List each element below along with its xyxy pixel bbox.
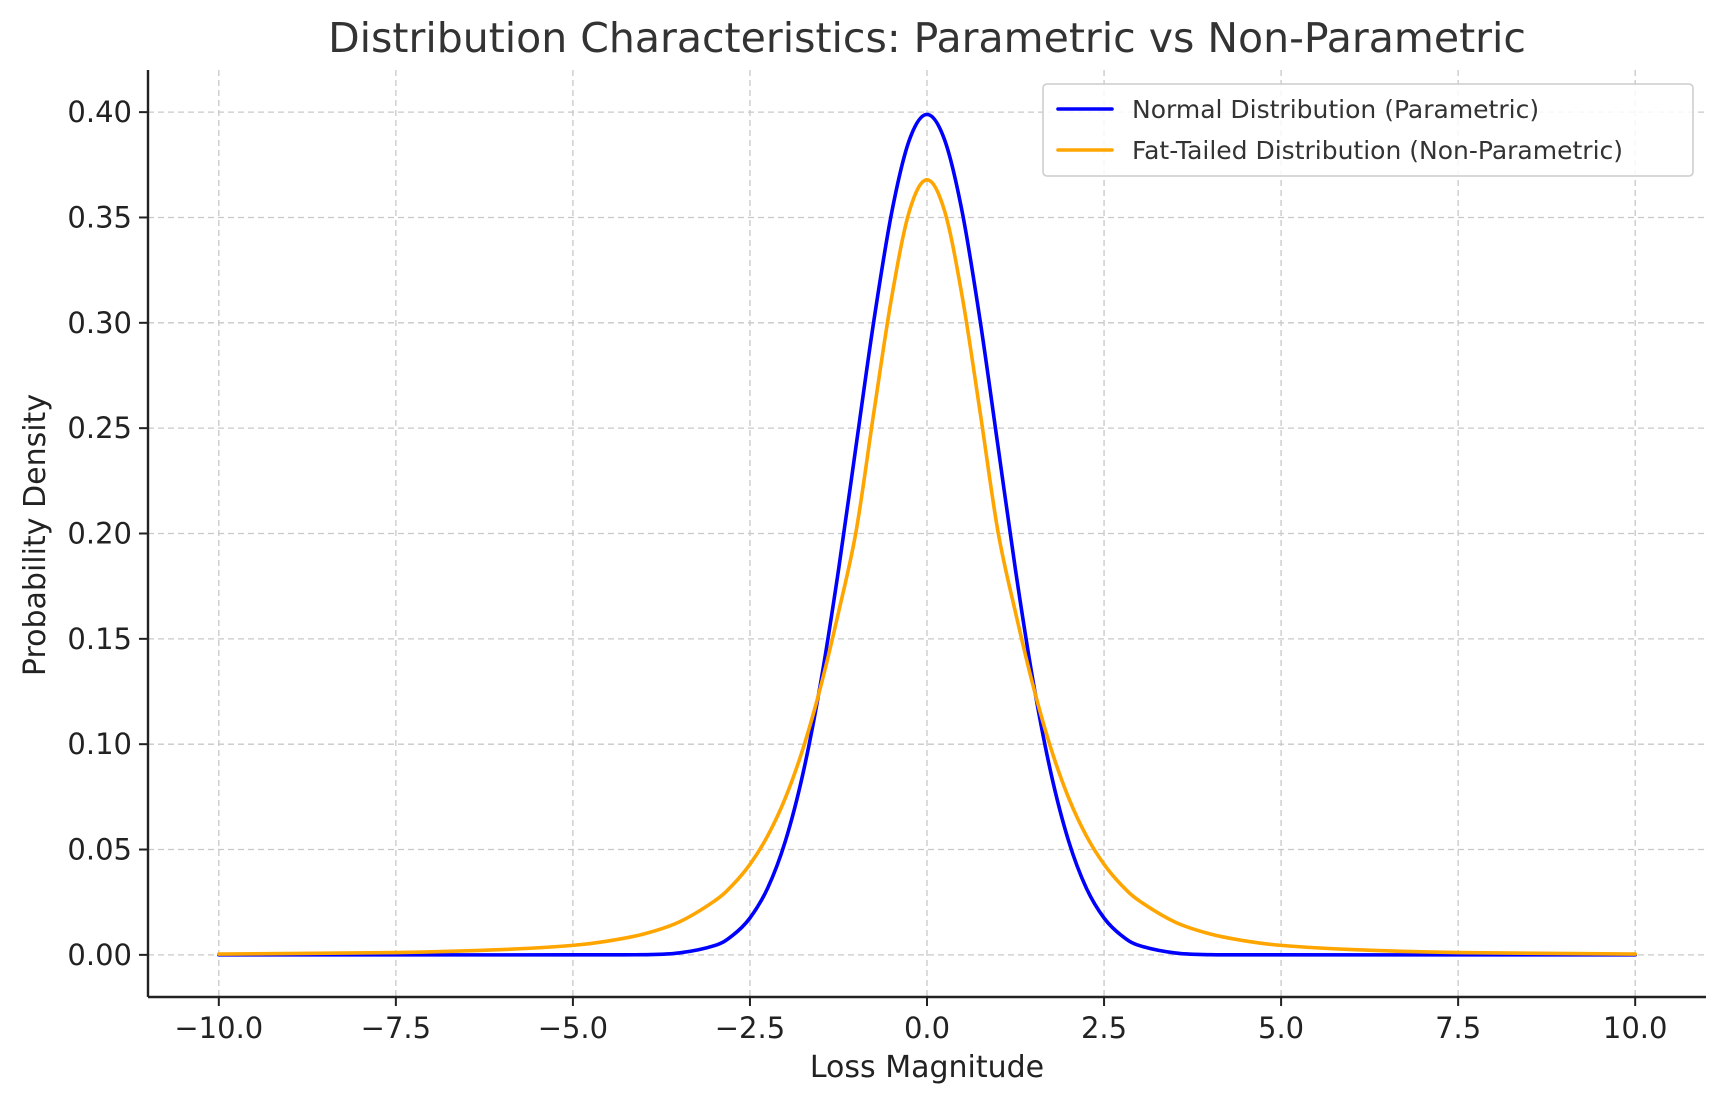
x-axis-label: Loss Magnitude (810, 1050, 1044, 1085)
chart-title: Distribution Characteristics: Parametric… (328, 14, 1526, 62)
y-tick-label: 0.20 (67, 517, 132, 551)
y-tick-label: 0.05 (67, 833, 132, 867)
x-tick-label: −5.0 (538, 1011, 608, 1045)
y-tick-label: 0.15 (67, 622, 132, 656)
legend-box (1042, 83, 1694, 177)
y-tick-label: 0.00 (67, 938, 132, 972)
x-tick-label: 2.5 (1081, 1011, 1127, 1045)
y-tick-label: 0.25 (67, 411, 132, 445)
x-ticks: −10.0 −7.5 −5.0 −2.5 0.0 2.5 5.0 7.5 10.0 (174, 997, 1667, 1045)
y-ticks: 0.00 0.05 0.10 0.15 0.20 0.25 0.30 0.35 0.40 (67, 95, 148, 972)
x-tick-label: −10.0 (174, 1011, 263, 1045)
x-tick-label: 0.0 (904, 1011, 950, 1045)
y-tick-label: 0.40 (67, 95, 132, 129)
x-tick-label: 5.0 (1258, 1011, 1304, 1045)
y-tick-label: 0.30 (67, 306, 132, 340)
y-axis-label: Probability Density (18, 394, 53, 676)
legend-label-fat-tailed: Fat-Tailed Distribution (Non-Parametric) (1132, 136, 1623, 165)
series-lines (217, 112, 1637, 957)
grid-lines (148, 70, 1706, 997)
legend-label-normal: Normal Distribution (Parametric) (1132, 95, 1539, 124)
y-tick-label: 0.35 (67, 200, 132, 234)
x-tick-label: −7.5 (361, 1011, 431, 1045)
series-line-normal (217, 112, 1637, 957)
x-tick-label: 10.0 (1603, 1011, 1668, 1045)
legend: Normal Distribution (Parametric) Fat-Tai… (1042, 83, 1694, 177)
series-line-fat-tailed (217, 177, 1637, 956)
x-tick-label: 7.5 (1435, 1011, 1481, 1045)
y-tick-label: 0.10 (67, 727, 132, 761)
x-tick-label: −2.5 (715, 1011, 785, 1045)
